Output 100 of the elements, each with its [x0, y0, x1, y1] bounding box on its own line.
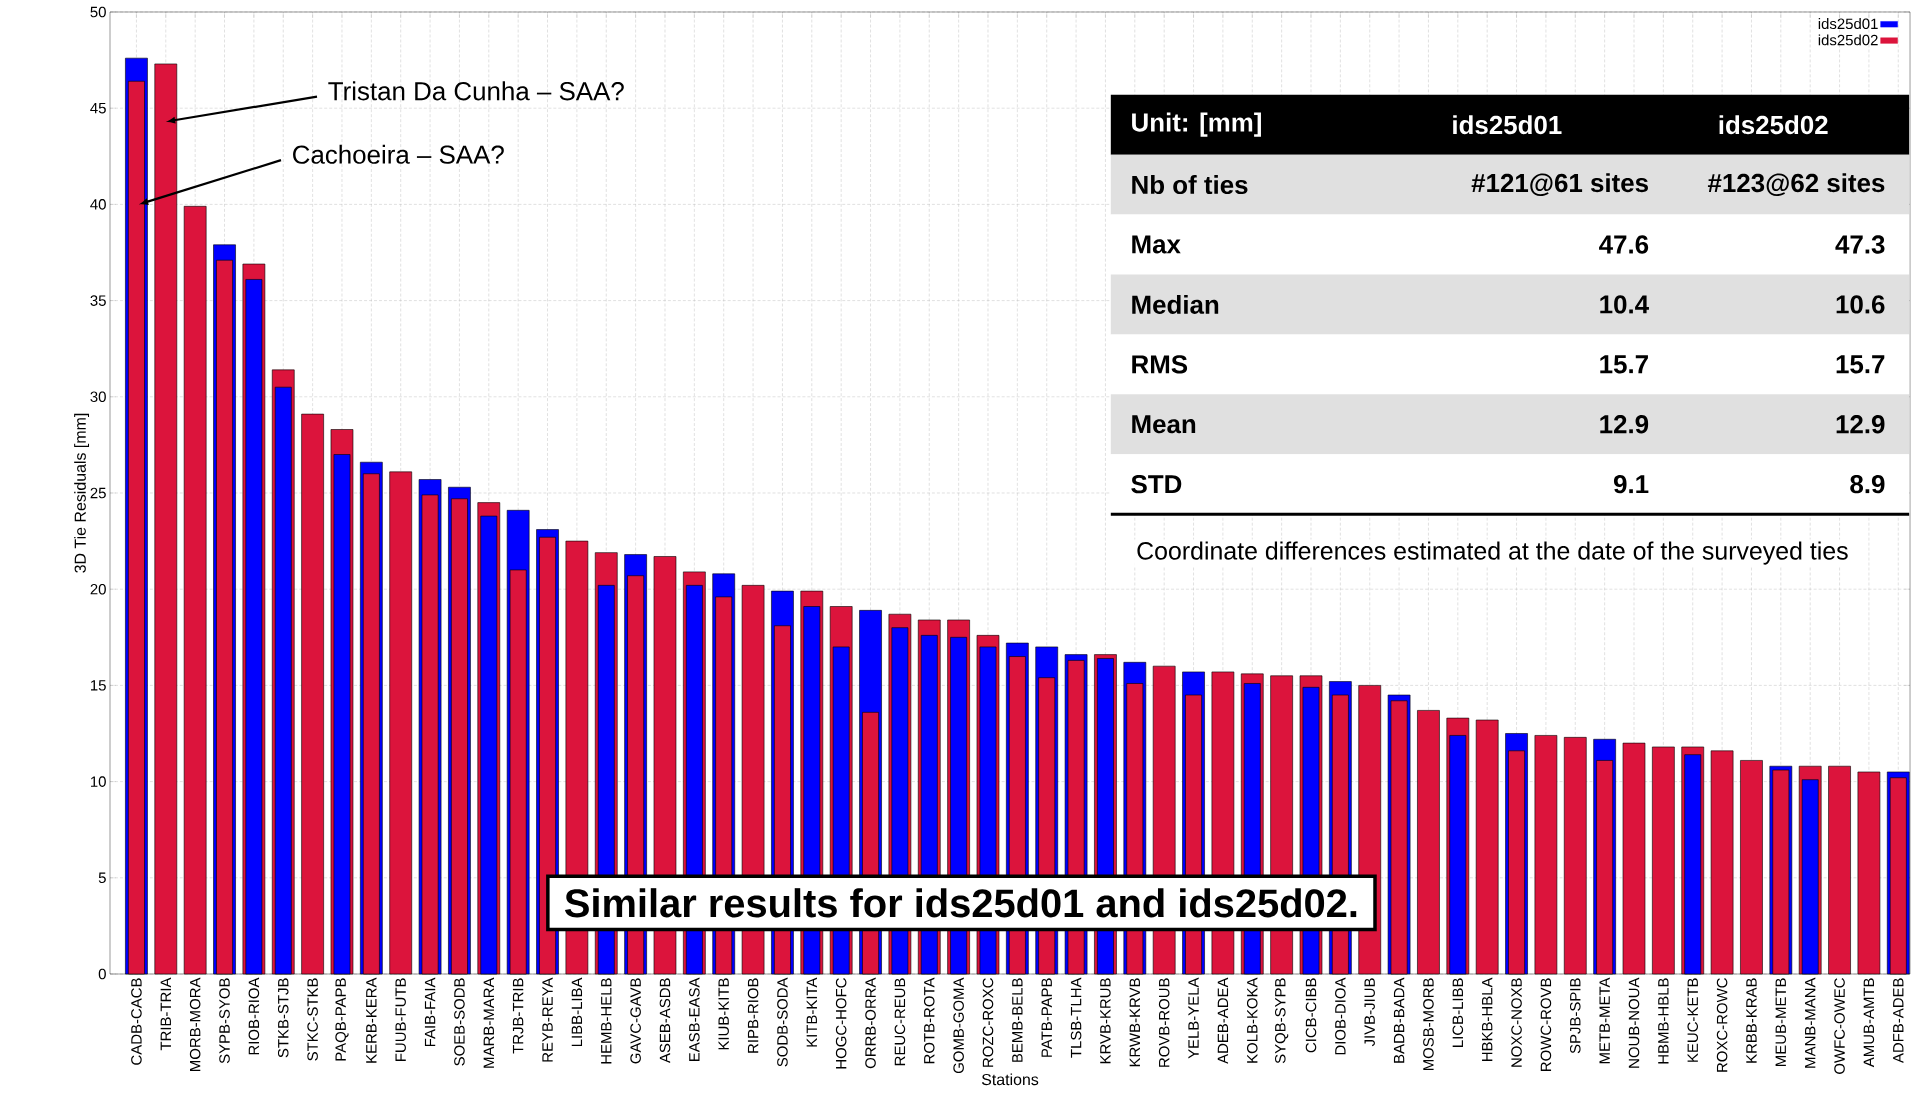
x-tick-label: REYB-REYA — [542, 977, 553, 1062]
y-axis-title: 3D Tie Residuals [mm] — [74, 413, 90, 573]
x-tick-label: MARB-MARA — [483, 977, 494, 1068]
x-tick-label: METB-META — [1599, 977, 1610, 1064]
annotation: Median — [1132, 294, 1219, 314]
x-tick-label: KITB-KITA — [806, 977, 817, 1047]
y-tick-label: 25 — [90, 487, 106, 499]
annotation: 15.7 — [1836, 355, 1885, 374]
x-tick-label: BEMB-BELB — [1012, 978, 1023, 1062]
x-tick-label: KRBB-KRAB — [1746, 978, 1757, 1063]
x-tick-label: ADEB-ADEA — [1217, 977, 1229, 1064]
x-tick-label: JIVB-JIUB — [1364, 978, 1375, 1047]
x-tick-label: SYPB-SYOB — [219, 978, 230, 1064]
y-tick-label: 20 — [90, 583, 106, 595]
x-tick-label: AMUB-AMTB — [1863, 978, 1875, 1068]
x-tick-label: NOUB-NOUA — [1628, 977, 1640, 1068]
annotation: RMS — [1132, 355, 1188, 374]
x-tick-label: SYQB-SYPB — [1275, 978, 1289, 1064]
annotation: Max — [1132, 235, 1181, 254]
x-tick-label: KRVB-KRUB — [1100, 978, 1111, 1064]
x-tick-label: MORB-MORA — [189, 977, 201, 1071]
annotation: Similar results for ids25d01 and ids25d02. — [565, 888, 1357, 918]
x-tick-label: FUUB-FUTB — [395, 978, 406, 1061]
annotation: 10.4 — [1600, 295, 1649, 314]
annotation: Unit: [mm] — [1132, 112, 1261, 137]
annotation: Mean — [1132, 415, 1196, 434]
x-tick-label: GOMB-GOMA — [953, 977, 964, 1074]
x-tick-label: BADB-BADA — [1393, 977, 1405, 1063]
annotation: ids25d02 — [1719, 115, 1828, 135]
x-tick-label: SODB-SODA — [777, 977, 788, 1067]
annotation: STD — [1131, 475, 1182, 494]
x-tick-label: HBKB-HBLA — [1482, 977, 1493, 1062]
y-tick-label: 15 — [91, 680, 106, 691]
x-tick-label: REUC-REUB — [894, 978, 906, 1066]
annotation: 8.9 — [1850, 475, 1885, 494]
x-tick-label: RIPB-RIOB — [747, 978, 759, 1053]
x-tick-label: OWFC-OWEC — [1834, 978, 1845, 1074]
x-tick-label: CADB-CACB — [131, 978, 142, 1065]
y-tick-label: 40 — [90, 199, 106, 210]
x-tick-label: EASB-EASA — [689, 977, 700, 1062]
x-tick-label: ROTB-ROTA — [923, 977, 935, 1064]
x-tick-label: STKC-STKB — [307, 978, 318, 1061]
x-tick-label: HEMB-HELB — [601, 978, 612, 1064]
x-tick-label: PAQB-PAPB — [335, 978, 349, 1061]
x-tick-label: KERB-KERA — [366, 977, 377, 1063]
x-tick-label: MEUB-METB — [1775, 978, 1787, 1066]
x-tick-label: SOEB-SODB — [454, 978, 465, 1066]
y-tick-label: 30 — [90, 391, 106, 403]
x-tick-label: STKB-STJB — [277, 978, 289, 1058]
annotation: 15.7 — [1600, 355, 1648, 374]
x-tick-label: TRJB-TRIB — [512, 978, 524, 1054]
y-tick-label: 50 — [90, 6, 106, 18]
x-tick-label: PATB-PAPB — [1041, 978, 1052, 1057]
annotation: #123@62 sites — [1707, 173, 1885, 197]
x-tick-label: NOXC-NOXB — [1511, 978, 1522, 1067]
x-tick-label: TLSB-TLHA — [1070, 977, 1082, 1058]
y-tick-label: 5 — [98, 872, 106, 884]
annotation: ids25d01 — [1453, 115, 1562, 135]
x-tick-label: MANB-MANA — [1805, 977, 1816, 1068]
x-tick-label: ROZC-ROXC — [982, 978, 994, 1067]
x-tick-label: MOSB-MORB — [1423, 978, 1434, 1071]
y-tick-label: 10 — [91, 776, 106, 787]
x-tick-label: GAVC-GAVB — [630, 978, 641, 1064]
x-tick-label: HOGC-HOFC — [835, 978, 847, 1069]
x-tick-label: CICB-CIBB — [1305, 978, 1317, 1053]
annotation: #121@61 sites — [1471, 173, 1648, 197]
annotation: 12.9 — [1600, 415, 1649, 434]
y-tick-label: 35 — [90, 295, 106, 306]
annotation: 47.6 — [1599, 235, 1649, 254]
annotation: 12.9 — [1836, 415, 1885, 434]
annotation: Coordinate differences estimated at the date of the surveyed ties — [1137, 541, 1848, 565]
x-tick-label: DIOB-DIOA — [1335, 977, 1346, 1055]
x-tick-label: KIUB-KITB — [718, 978, 729, 1050]
x-tick-label: ADFB-ADEB — [1893, 978, 1904, 1064]
x-tick-label: FAIB-FAIA — [424, 977, 436, 1047]
y-tick-label: 0 — [98, 968, 106, 980]
x-axis-title: Stations — [981, 1073, 1039, 1086]
x-tick-label: ROWC-ROVB — [1540, 978, 1552, 1071]
x-tick-label: KRWB-KRVB — [1129, 978, 1140, 1067]
annotation: 10.6 — [1836, 295, 1885, 314]
annotation: 9.1 — [1613, 475, 1649, 494]
annotation: Tristan Da Cunha – SAA? — [328, 81, 624, 101]
x-tick-label: RIOB-RIOA — [248, 977, 260, 1055]
x-tick-label: KEUC-KETB — [1687, 978, 1699, 1062]
x-tick-label: ASEB-ASDB — [659, 978, 671, 1064]
annotation: Nb of ties — [1132, 175, 1248, 195]
x-tick-label: KOLB-KOKA — [1246, 977, 1258, 1063]
legend-label: ids25d01 — [1818, 18, 1878, 30]
x-tick-label: ROVB-ROUB — [1158, 978, 1170, 1067]
x-tick-label: ROXC-ROWC — [1716, 978, 1728, 1072]
x-tick-label: SPJB-SPIB — [1569, 978, 1581, 1054]
x-tick-label: LIBB-LIBA — [571, 977, 583, 1047]
x-tick-label: LICB-LIBB — [1452, 978, 1464, 1047]
x-tick-label: YELB-YELA — [1188, 977, 1199, 1059]
x-tick-label: TRIB-TRIA — [160, 977, 171, 1051]
legend-label: ids25d02 — [1818, 34, 1878, 46]
x-tick-label: ORRB-ORRA — [865, 977, 876, 1069]
y-tick-label: 45 — [90, 102, 106, 114]
x-tick-label: HBMB-HBLB — [1658, 978, 1669, 1064]
annotation: 47.3 — [1835, 235, 1885, 254]
